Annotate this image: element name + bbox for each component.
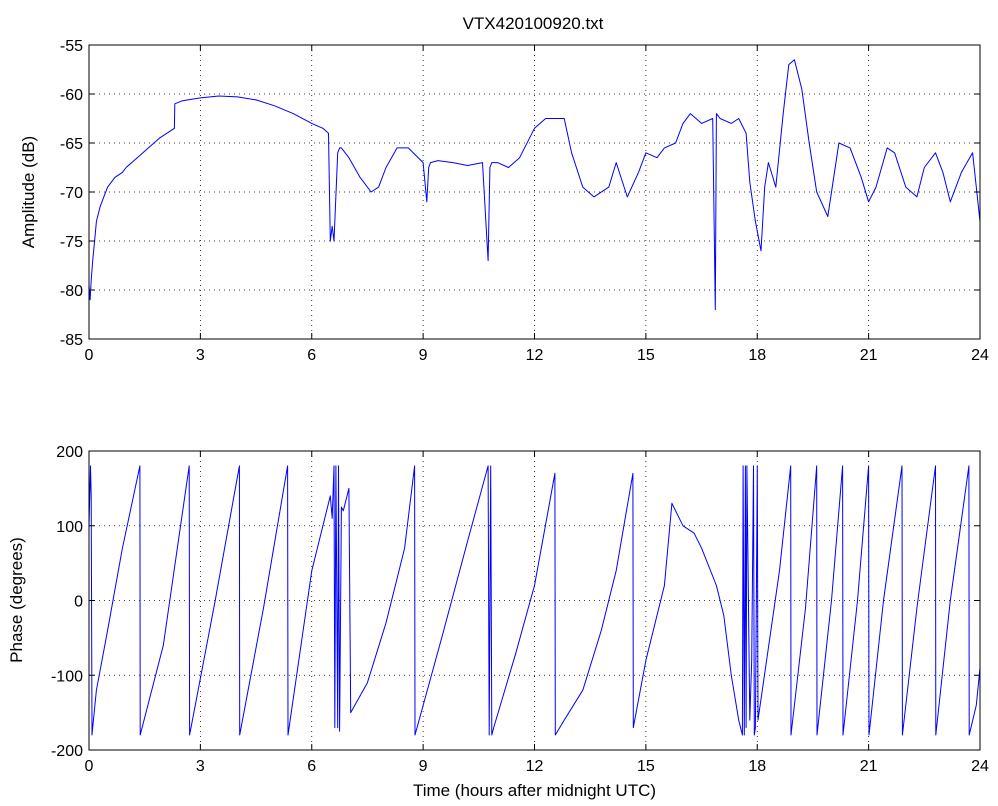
- phase-xtick-label: 24: [971, 758, 989, 775]
- amplitude-ytick-label: -75: [60, 234, 83, 251]
- amplitude-xtick-label: 21: [860, 347, 878, 364]
- amplitude-xtick-label: 0: [85, 347, 94, 364]
- phase-ytick-label: -100: [51, 668, 83, 685]
- amplitude-ytick-label: -70: [60, 185, 83, 202]
- amplitude-series-layer: [88, 59, 981, 311]
- phase-xtick-label: 18: [748, 758, 766, 775]
- phase-ticks: 0 3 6 9 12 15 18 21 24 -200 -100 0 100 200: [51, 444, 989, 775]
- amplitude-panel: 0 3 6 9 12 15 18 21 24 -85 -80 -75 -70 -65 -60 -55 Ampl…: [19, 38, 989, 364]
- amplitude-series-line: [88, 59, 981, 311]
- amplitude-grid: [89, 45, 980, 339]
- phase-ytick-label: 0: [74, 594, 83, 611]
- amplitude-xtick-label: 6: [307, 347, 316, 364]
- phase-grid: [89, 451, 980, 750]
- phase-ytick-label: 200: [56, 444, 83, 461]
- amplitude-xtick-label: 24: [971, 347, 989, 364]
- phase-panel: 0 3 6 9 12 15 18 21 24 -200 -100 0 100 200 Phase (deg…: [7, 444, 989, 800]
- amplitude-ticks: 0 3 6 9 12 15 18 21 24 -85 -80 -75 -70 -65 -60 -55: [60, 38, 989, 364]
- phase-ytick-label: -200: [51, 743, 83, 760]
- amplitude-xtick-label: 18: [748, 347, 766, 364]
- amplitude-ylabel: Amplitude (dB): [19, 136, 38, 248]
- phase-xtick-label: 3: [196, 758, 205, 775]
- amplitude-xtick-label: 3: [196, 347, 205, 364]
- amplitude-ytick-label: -60: [60, 87, 83, 104]
- phase-xtick-label: 15: [637, 758, 655, 775]
- phase-xtick-label: 21: [860, 758, 878, 775]
- phase-xtick-label: 6: [307, 758, 316, 775]
- phase-xtick-label: 0: [85, 758, 94, 775]
- phase-series-layer: [88, 465, 981, 736]
- phase-series-line: [88, 465, 981, 736]
- amplitude-ytick-label: -80: [60, 283, 83, 300]
- amplitude-ytick-label: -65: [60, 136, 83, 153]
- chart-title: VTX420100920.txt: [463, 14, 604, 33]
- amplitude-ytick-label: -55: [60, 38, 83, 55]
- phase-xtick-label: 12: [526, 758, 544, 775]
- amplitude-xtick-label: 9: [419, 347, 428, 364]
- amplitude-xtick-label: 15: [637, 347, 655, 364]
- phase-xtick-label: 9: [419, 758, 428, 775]
- amplitude-ytick-label: -85: [60, 332, 83, 349]
- phase-ylabel: Phase (degrees): [7, 537, 26, 663]
- phase-ytick-label: 100: [56, 519, 83, 536]
- amplitude-xtick-label: 12: [526, 347, 544, 364]
- phase-xlabel: Time (hours after midnight UTC): [413, 781, 656, 800]
